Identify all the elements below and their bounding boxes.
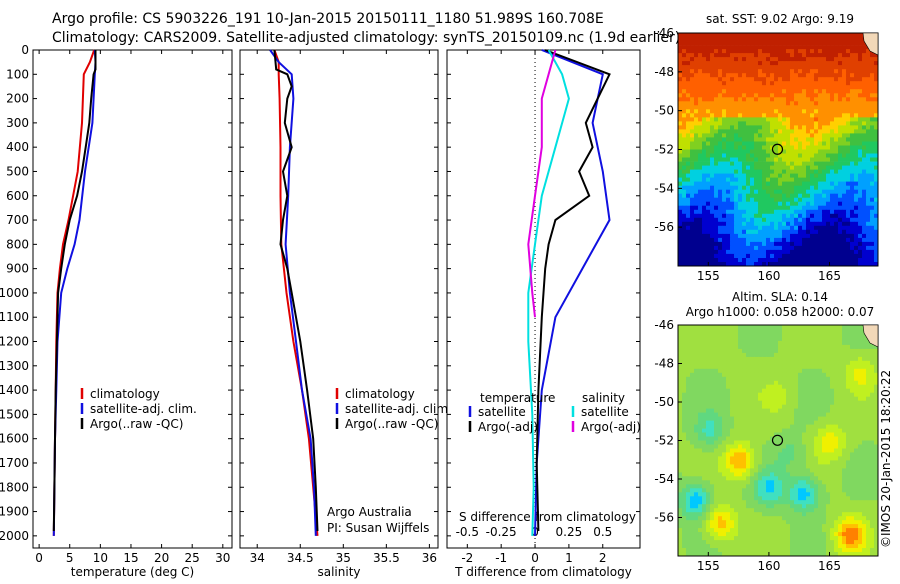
legend-title-salinity: salinity	[582, 391, 625, 405]
y-tick-label: 1800	[0, 480, 29, 494]
x-tick-label: 1	[565, 551, 573, 565]
argo-australia-label: Argo Australia	[327, 505, 412, 519]
legend-label: Argo(-adj)	[581, 420, 641, 434]
x-tick-label: 15	[123, 551, 138, 565]
y-tick-label: 1000	[0, 286, 29, 300]
lon-tick-label: 160	[757, 559, 780, 573]
lat-tick-label: -50	[654, 395, 674, 409]
x-tick-label: -1	[495, 551, 507, 565]
x-tick-label: 10	[93, 551, 108, 565]
lat-tick-label: -56	[654, 511, 674, 525]
y-tick-label: 100	[6, 67, 29, 81]
lon-tick-label: 165	[818, 559, 841, 573]
x-tick-label: 0	[531, 551, 539, 565]
x-tick-label: 30	[215, 551, 230, 565]
difference-panel: -2 -1 0 1 2T difference from climatology -0.5…	[447, 50, 641, 579]
lat-tick-label: -52	[654, 143, 674, 157]
y-tick-label: 600	[6, 189, 29, 203]
y-tick-label: 1700	[0, 456, 29, 470]
y-tick-label: 900	[6, 262, 29, 276]
lat-tick-label: -54	[654, 181, 674, 195]
x-tick-label: 34	[250, 551, 265, 565]
x-tick-label: 35	[336, 551, 351, 565]
legend-label: satellite	[581, 405, 629, 419]
lon-tick-label: 160	[757, 269, 780, 283]
y-tick-label: 400	[6, 140, 29, 154]
x-axis-label: T difference from climatology	[454, 565, 632, 579]
legend-label: Argo(-adj)	[478, 420, 538, 434]
map2-title-line2: Argo h1000: 0.058 h2000: 0.07	[686, 305, 875, 319]
y-tick-label: 1600	[0, 432, 29, 446]
x-axis-label: salinity	[317, 565, 360, 579]
legend-label: Argo(..raw -QC)	[90, 417, 183, 431]
map2-title-line1: Altim. SLA: 0.14	[732, 290, 828, 304]
lat-tick-label: -48	[654, 65, 674, 79]
y-tick-label: 1300	[0, 359, 29, 373]
legend-label: satellite	[478, 405, 526, 419]
x-tick-label: -2	[461, 551, 473, 565]
lat-tick-label: -56	[654, 220, 674, 234]
x-tick-label: 5	[66, 551, 74, 565]
legend-label: climatology	[345, 387, 415, 401]
pi-label: PI: Susan Wijffels	[327, 521, 429, 535]
y-tick-label: 300	[6, 116, 29, 130]
s-tick-label: 0.25	[556, 525, 583, 539]
y-tick-label: 2000	[0, 529, 29, 543]
y-tick-label: 500	[6, 164, 29, 178]
temperature-panel: 0100200300400500600700800900100011001200…	[0, 43, 232, 579]
lat-tick-label: -50	[654, 104, 674, 118]
plot-frame	[240, 50, 438, 548]
lon-tick-label: 165	[818, 269, 841, 283]
s-tick-label: -0.25	[486, 525, 517, 539]
x-tick-label: 0	[35, 551, 43, 565]
s-tick-label: -0.5	[456, 525, 479, 539]
s-axis-label: S difference from climatology	[459, 510, 636, 524]
y-tick-label: 200	[6, 92, 29, 106]
legend-label: satellite-adj. clim.	[345, 402, 452, 416]
lat-tick-label: -52	[654, 434, 674, 448]
figure-title-line1: Argo profile: CS 5903226_191 10-Jan-2015…	[52, 11, 604, 27]
x-tick-label: 36	[422, 551, 437, 565]
x-axis-label: temperature (deg C)	[71, 565, 194, 579]
lat-tick-label: -46	[654, 26, 674, 40]
y-tick-label: 1900	[0, 505, 29, 519]
y-tick-label: 1200	[0, 335, 29, 349]
plot-frame	[33, 50, 232, 548]
y-tick-label: 1500	[0, 407, 29, 421]
x-tick-label: 2	[599, 551, 607, 565]
x-tick-label: 35.5	[373, 551, 400, 565]
x-tick-label: 20	[154, 551, 169, 565]
salinity-panel: 34 34.5 35 35.5 36 salinity climatologysatelli…	[240, 50, 452, 579]
y-tick-label: 700	[6, 213, 29, 227]
legend-label: satellite-adj. clim.	[90, 402, 197, 416]
legend-label: Argo(..raw -QC)	[345, 417, 438, 431]
legend-title-temperature: temperature	[480, 391, 555, 405]
y-tick-label: 0	[21, 43, 29, 57]
y-tick-label: 1400	[0, 383, 29, 397]
imos-timestamp: ©IMOS 20-Jan-2015 18:20:22	[879, 370, 893, 548]
x-tick-label: 25	[185, 551, 200, 565]
sst-map: -46 -48 -50 -52 -54 -56 155 160 165	[654, 26, 878, 283]
lon-tick-label: 155	[697, 559, 720, 573]
legend-label: climatology	[90, 387, 160, 401]
sla-map: -46 -48 -50 -52 -54 -56 155 160 165	[654, 318, 878, 573]
map1-title: sat. SST: 9.02 Argo: 9.19	[706, 12, 854, 26]
s-tick-label: 0.5	[593, 525, 612, 539]
lon-tick-label: 155	[697, 269, 720, 283]
lat-tick-label: -46	[654, 318, 674, 332]
x-tick-label: 34.5	[287, 551, 314, 565]
lat-tick-label: -48	[654, 357, 674, 371]
figure-title-line2: Climatology: CARS2009. Satellite-adjuste…	[52, 30, 680, 46]
y-tick-label: 800	[6, 237, 29, 251]
y-tick-label: 1100	[0, 310, 29, 324]
lat-tick-label: -54	[654, 472, 674, 486]
